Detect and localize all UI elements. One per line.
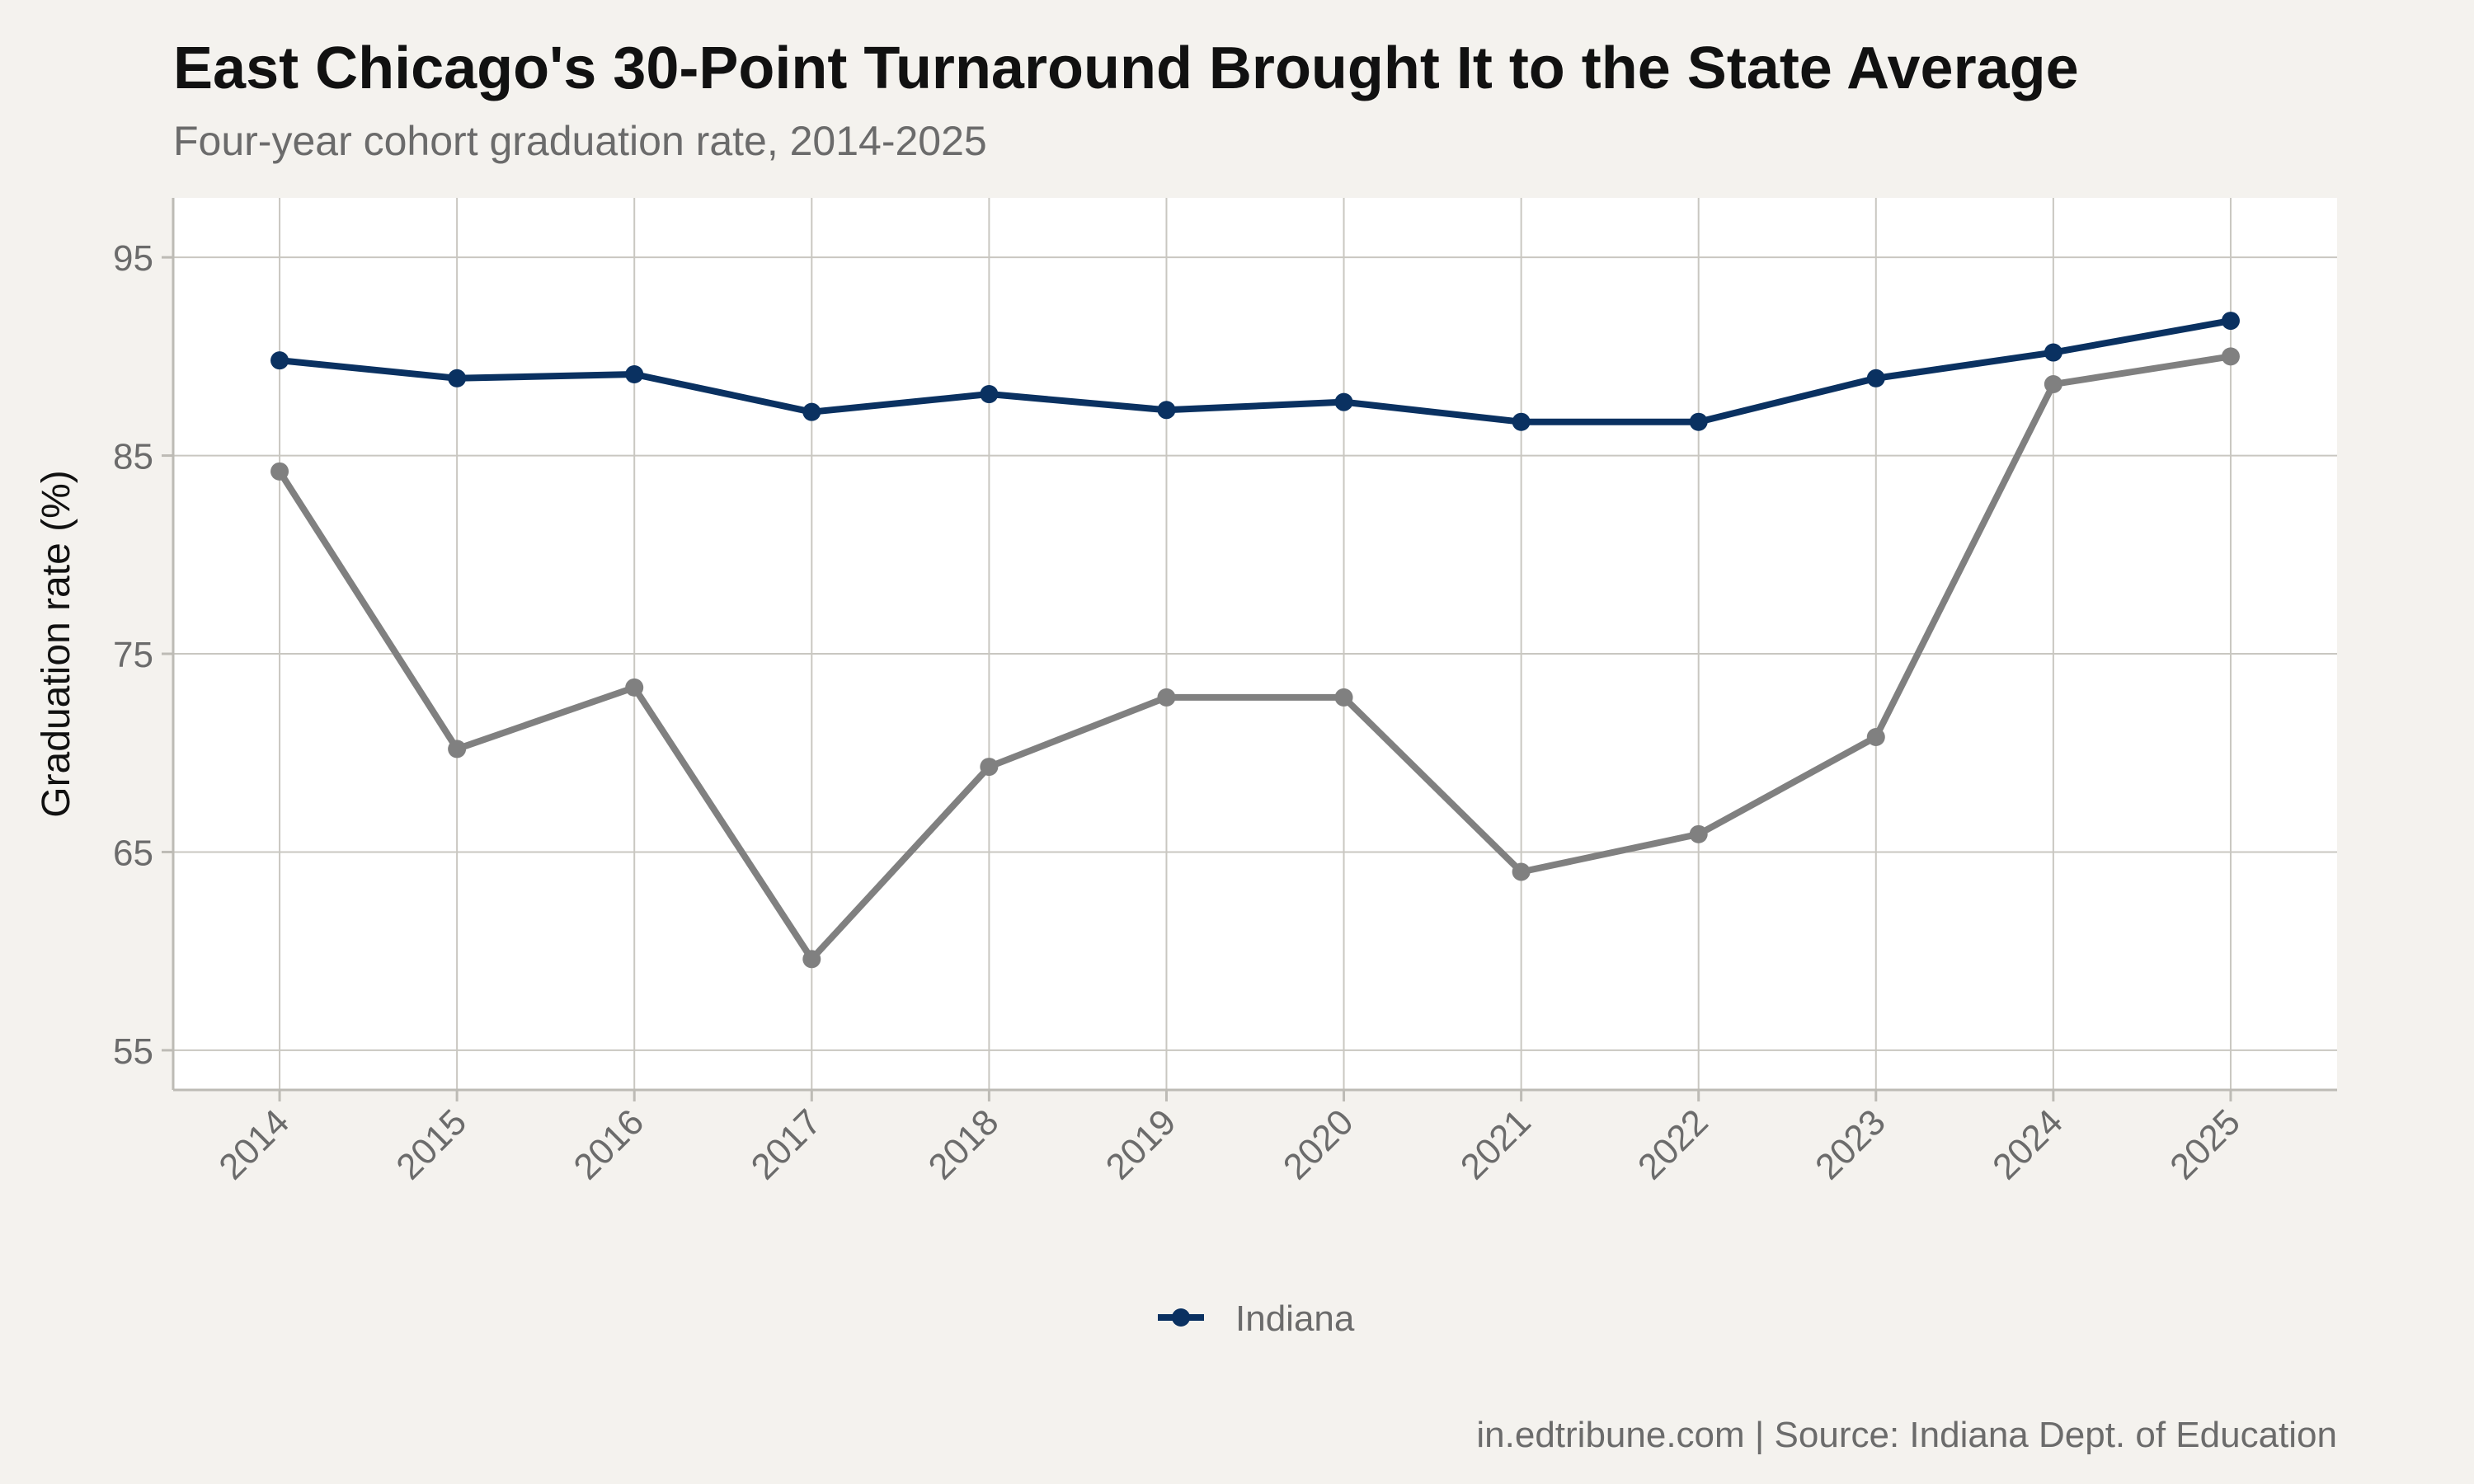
data-point-series-1-2021: [1512, 862, 1531, 881]
data-point-series-1-2017: [802, 950, 821, 969]
data-point-indiana-2015: [448, 369, 467, 387]
data-point-series-1-2015: [448, 740, 467, 758]
data-point-indiana-2014: [270, 351, 289, 370]
x-tick-label-2021: 2021: [1453, 1101, 1539, 1187]
y-ticks: 55 65 75 85 95: [113, 238, 173, 1072]
source-caption: in.edtribune.com | Source: Indiana Dept.…: [1476, 1415, 2337, 1455]
x-tick-label-2014: 2014: [211, 1101, 297, 1187]
x-ticks: 2014 2015 2016 2017 2018 2019 2020 2021 2022 2023…: [211, 1090, 2248, 1187]
x-tick-label-2016: 2016: [566, 1101, 651, 1187]
x-tick-label-2025: 2025: [2162, 1101, 2248, 1187]
y-tick-label-95: 95: [113, 238, 153, 279]
data-point-indiana-2020: [1334, 392, 1353, 411]
data-point-series-1-2018: [980, 758, 999, 777]
y-axis-label: Graduation rate (%): [35, 470, 78, 818]
y-tick-label-85: 85: [113, 437, 153, 477]
series-line-indiana: [276, 317, 2234, 425]
data-point-series-1-2024: [2044, 375, 2062, 394]
series-line-series-1: [276, 353, 2234, 963]
data-point-indiana-2025: [2221, 312, 2240, 331]
y-tick-label-75: 75: [113, 635, 153, 675]
data-point-series-1-2020: [1334, 688, 1353, 707]
series-lines: [270, 312, 2240, 969]
x-tick-label-2022: 2022: [1630, 1101, 1716, 1187]
data-point-indiana-2019: [1157, 401, 1176, 420]
x-tick-label-2020: 2020: [1276, 1101, 1362, 1187]
data-point-indiana-2023: [1866, 369, 1885, 387]
chart-title: East Chicago's 30-Point Turnaround Broug…: [173, 35, 2079, 101]
data-point-series-1-2019: [1157, 688, 1176, 707]
legend: Indiana: [1158, 1298, 1355, 1339]
data-point-indiana-2018: [980, 385, 999, 404]
data-point-series-1-2025: [2221, 347, 2240, 366]
x-tick-label-2023: 2023: [1808, 1101, 1893, 1187]
data-point-indiana-2021: [1512, 412, 1531, 431]
x-tick-label-2015: 2015: [388, 1101, 474, 1187]
series-series-1: [270, 347, 2240, 969]
plot-panel: [173, 198, 2337, 1090]
series-indiana: [270, 312, 2240, 431]
data-point-indiana-2017: [802, 402, 821, 421]
x-tick-label-2018: 2018: [921, 1101, 1007, 1187]
legend-indiana-label: Indiana: [1235, 1298, 1355, 1339]
data-point-indiana-2016: [625, 364, 644, 383]
data-point-indiana-2024: [2044, 343, 2062, 362]
x-tick-label-2017: 2017: [743, 1101, 829, 1187]
grid-lines: [173, 198, 2337, 1090]
x-tick-label-2019: 2019: [1098, 1101, 1184, 1187]
data-point-series-1-2016: [625, 678, 644, 697]
y-tick-label-65: 65: [113, 833, 153, 873]
data-point-indiana-2022: [1689, 412, 1708, 431]
data-point-series-1-2022: [1689, 824, 1708, 843]
data-point-series-1-2023: [1866, 728, 1885, 747]
legend-indiana-swatch-marker: [1172, 1308, 1190, 1327]
x-tick-label-2024: 2024: [1985, 1101, 2071, 1187]
chart-subtitle: Four-year cohort graduation rate, 2014-2…: [173, 118, 987, 164]
data-point-series-1-2014: [270, 462, 289, 481]
y-tick-label-55: 55: [113, 1031, 153, 1072]
